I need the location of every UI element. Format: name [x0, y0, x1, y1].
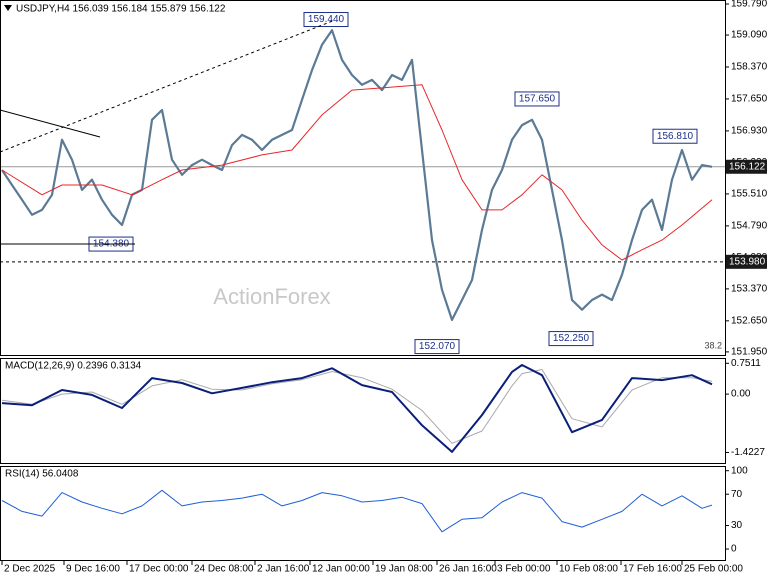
watermark: ActionForex	[213, 284, 330, 309]
macd-title: MACD(12,26,9) 0.2396 0.3134	[5, 361, 142, 372]
x-tick-label: 9 Dec 16:00	[66, 564, 120, 575]
x-tick-label: 19 Jan 08:00	[375, 564, 433, 575]
price-level-label: 156.122	[729, 161, 766, 172]
annotation-label: 152.250	[553, 333, 590, 344]
annotation-box	[414, 339, 460, 355]
moving-average	[1, 84, 713, 261]
y-tick-label: 151.950	[731, 347, 768, 358]
annotation-label: 152.070	[419, 341, 456, 352]
annotation-box	[652, 128, 698, 144]
x-tick-label: 17 Feb 16:00	[623, 564, 682, 575]
y-tick-label: 154.790	[731, 221, 768, 232]
y-tick-label: 70	[731, 489, 743, 500]
price-level-label: 153.980	[729, 256, 766, 267]
y-tick-label: 156.930	[731, 126, 768, 137]
y-tick-label: 159.090	[731, 30, 768, 41]
x-tick-label: 2 Dec 2025	[4, 564, 56, 575]
annotation-label: 159.440	[308, 14, 345, 25]
y-tick-label: 100	[731, 465, 748, 476]
x-tick-label: 17 Dec 00:00	[129, 564, 189, 575]
y-tick-label: 159.790	[731, 0, 768, 10]
annotation-box	[548, 331, 594, 347]
x-tick-label: 25 Feb 00:00	[684, 564, 743, 575]
y-tick-label: 158.370	[731, 62, 768, 73]
menu-triangle	[4, 5, 12, 11]
x-tick-label: 12 Jan 00:00	[312, 564, 370, 575]
price-level-box	[726, 159, 767, 174]
annotation-box	[303, 12, 349, 28]
macd-frame	[0, 358, 726, 464]
y-tick-label: 153.370	[731, 284, 768, 295]
rsi-title: RSI(14) 56.0408	[5, 469, 79, 480]
annotation-box	[514, 91, 560, 107]
x-tick-label: 2 Jan 16:00	[257, 564, 310, 575]
price-frame	[0, 0, 726, 356]
x-tick-label: 10 Feb 08:00	[559, 564, 618, 575]
y-tick-label: 0.00	[731, 389, 751, 400]
annotation-label: 156.810	[657, 131, 694, 142]
fib-label: 38.2	[704, 340, 722, 350]
y-tick-label: 152.650	[731, 315, 768, 326]
x-tick-label: 24 Dec 08:00	[194, 564, 254, 575]
macd-main	[1, 364, 713, 453]
x-tick-label: 26 Jan 16:00	[439, 564, 497, 575]
rsi-line	[1, 489, 713, 533]
x-tick-label: 3 Feb 00:00	[497, 564, 551, 575]
annotation-label: 157.650	[519, 94, 556, 105]
y-tick-label: 157.650	[731, 94, 768, 105]
y-tick-label: 30	[731, 520, 743, 531]
chart-title: USDJPY,H4 156.039 156.184 155.879 156.12…	[16, 4, 226, 15]
price-line	[1, 29, 713, 321]
rsi-frame	[0, 466, 726, 561]
macd-signal	[1, 369, 713, 444]
price-level-box	[726, 254, 767, 269]
trend-line	[0, 109, 101, 138]
trend-line	[0, 19, 336, 153]
y-tick-label: 0.7511	[731, 358, 761, 369]
y-tick-label: 155.510	[731, 189, 768, 200]
y-tick-label: 0	[731, 544, 737, 555]
y-tick-label: -1.4227	[731, 447, 765, 458]
